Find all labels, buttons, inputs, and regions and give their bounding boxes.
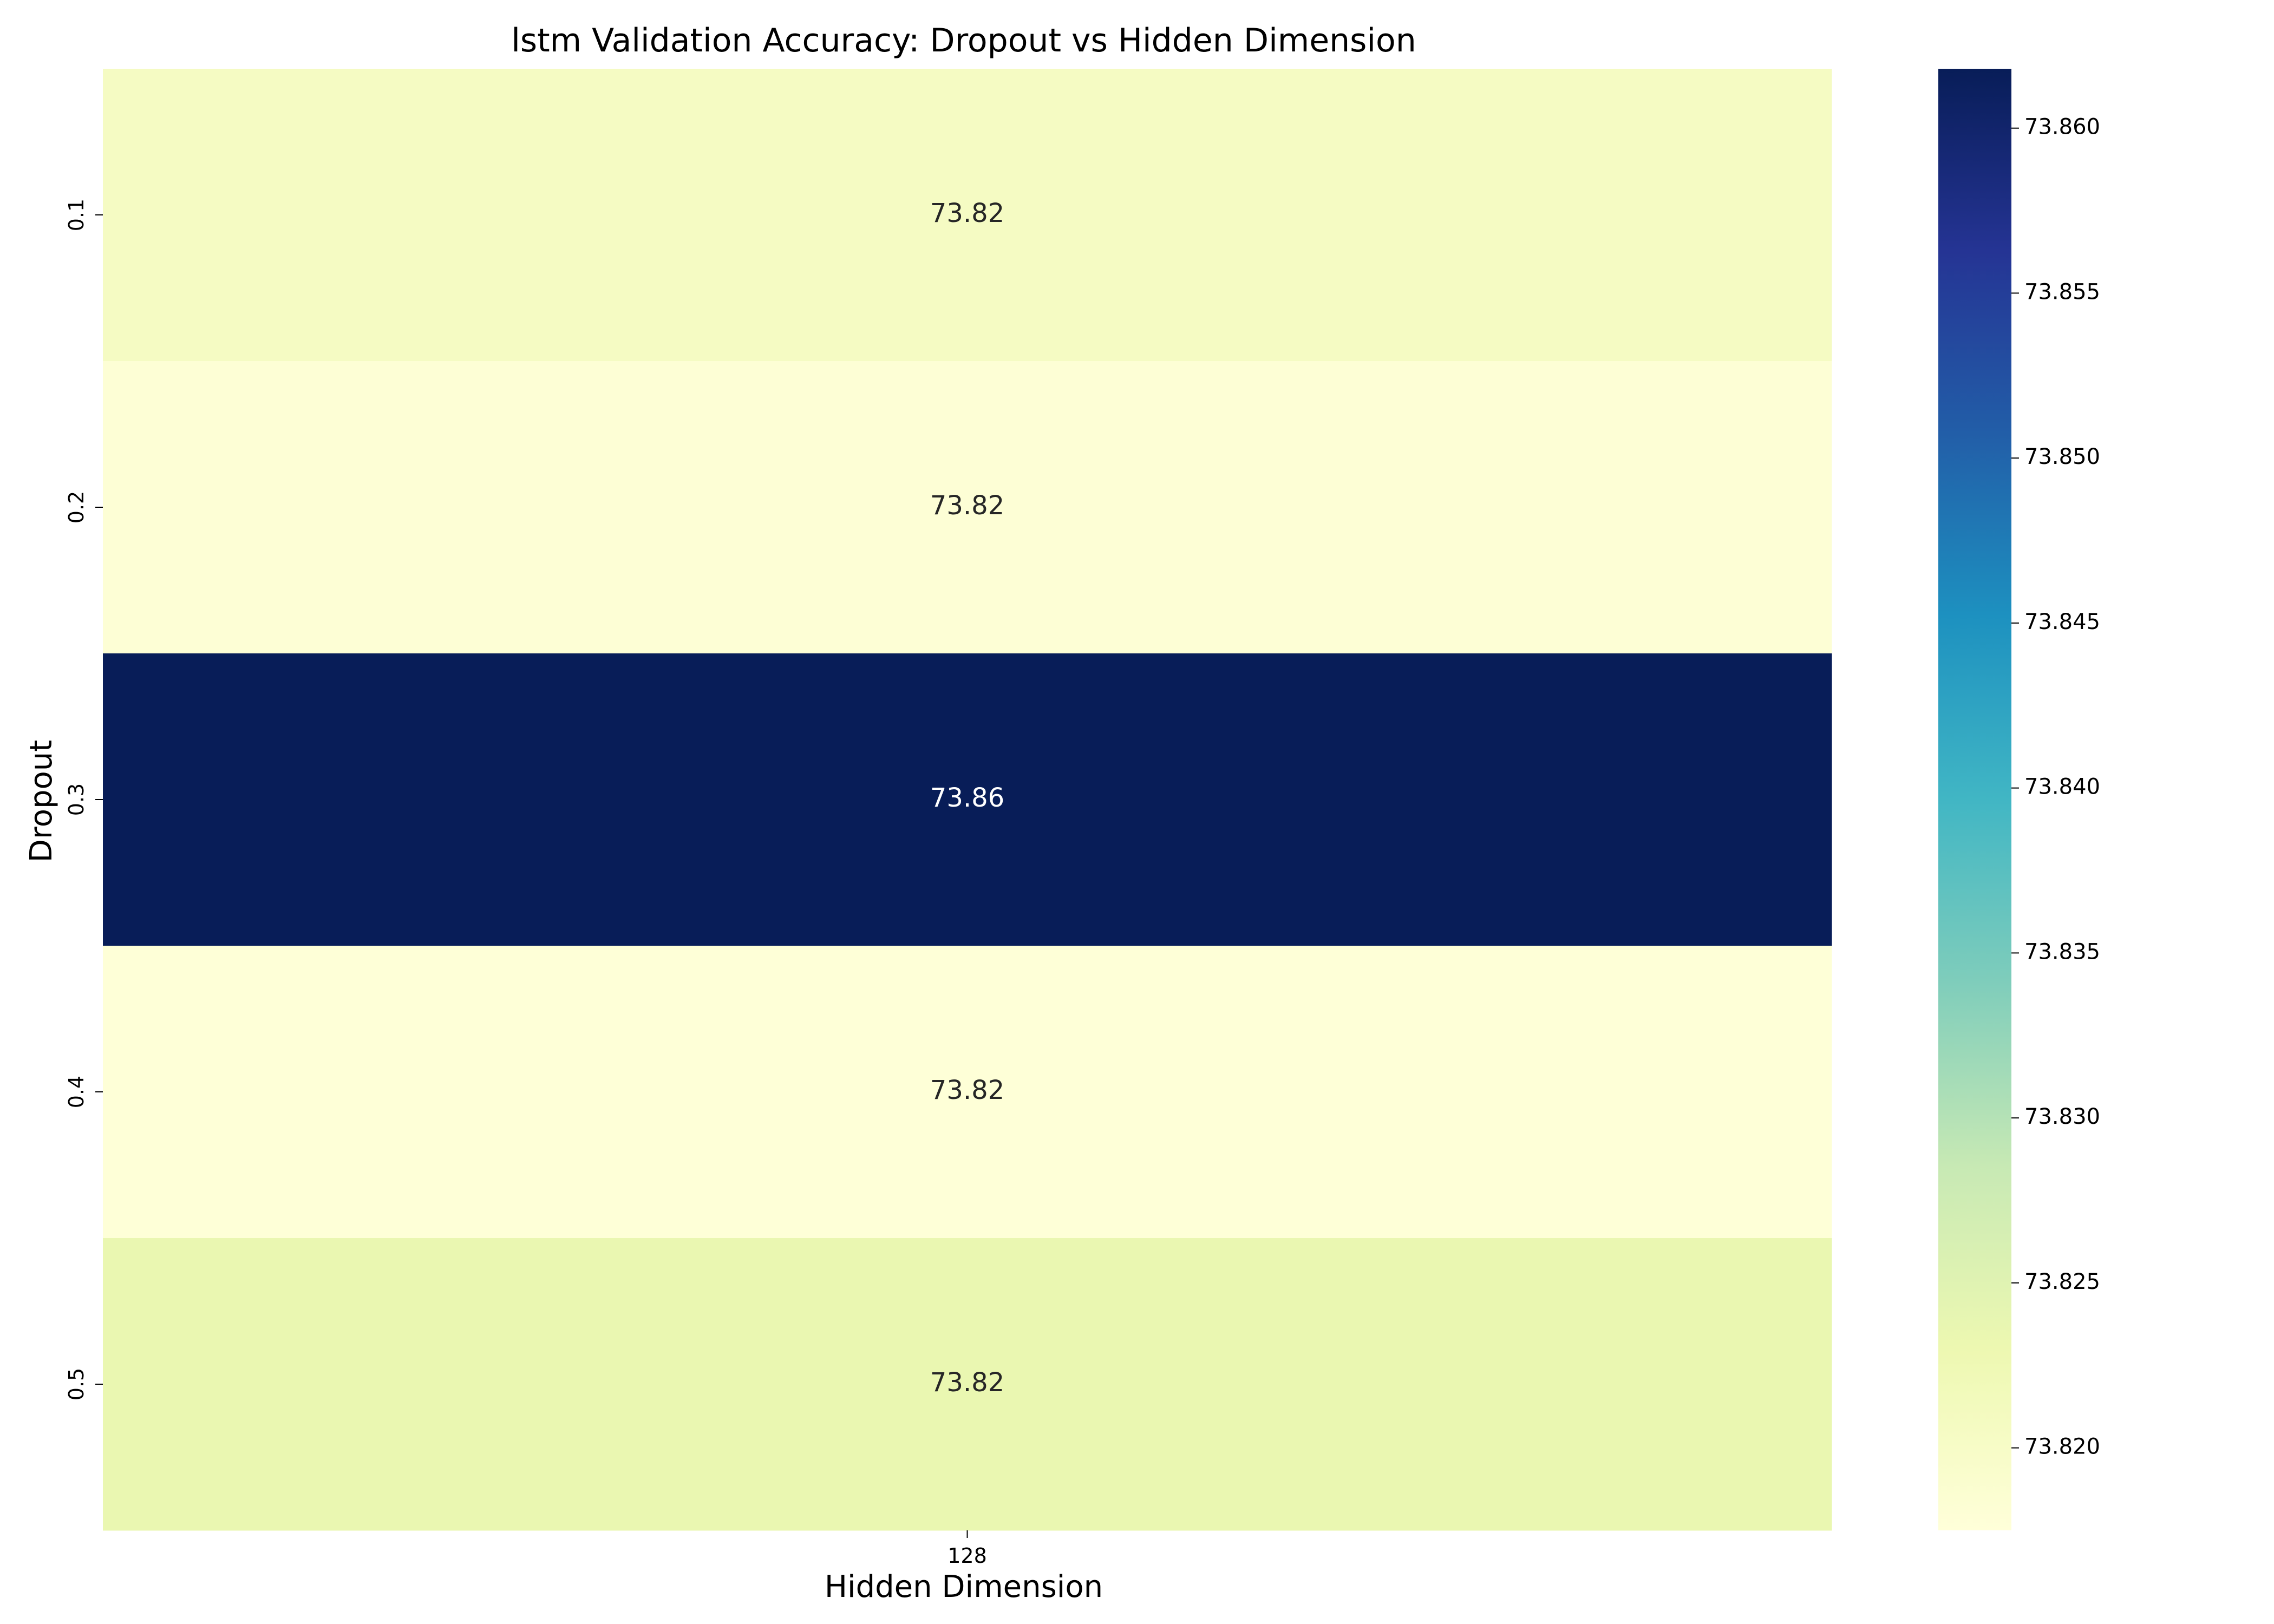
colorbar-tick-label: 73.855	[2024, 279, 2100, 304]
colorbar-tick-label: 73.845	[2024, 610, 2100, 634]
x-axis-label: Hidden Dimension	[825, 1569, 1103, 1605]
heatmap-cell-label: 73.86	[930, 783, 1004, 813]
y-tick-label: 0.4	[64, 1076, 88, 1108]
heatmap-cell	[103, 1238, 1832, 1531]
x-axis-ticks: 128	[948, 1530, 987, 1568]
y-tick-label: 0.1	[64, 199, 88, 231]
heatmap-cell-labels: 73.82 73.82 73.86 73.82 73.82	[930, 198, 1004, 1398]
colorbar	[1938, 69, 2011, 1530]
colorbar-tick-label: 73.820	[2024, 1435, 2100, 1459]
colorbar-tick-label: 73.830	[2024, 1104, 2100, 1129]
heatmap-cell	[103, 653, 1832, 946]
y-axis-label: Dropout	[24, 740, 59, 862]
heatmap-cell	[103, 946, 1832, 1239]
y-tick-label: 0.5	[64, 1368, 88, 1400]
colorbar-tick-label: 73.825	[2024, 1269, 2100, 1294]
colorbar-ticks: 73.820 73.825 73.830 73.835 73.840 73.845 73.8…	[2011, 115, 2100, 1459]
y-axis-ticks: 0.1 0.2 0.3 0.4 0.5	[64, 199, 103, 1400]
y-tick-label: 0.2	[64, 491, 88, 523]
heatmap-cell-label: 73.82	[930, 198, 1004, 228]
heatmap-cell-label: 73.82	[930, 490, 1004, 521]
colorbar-tick-label: 73.840	[2024, 775, 2100, 800]
y-tick-label: 0.3	[64, 783, 88, 816]
colorbar-tick-label: 73.835	[2024, 939, 2100, 964]
heatmap-cells	[103, 69, 1832, 1531]
heatmap-cell	[103, 69, 1832, 362]
heatmap-cell	[103, 361, 1832, 654]
colorbar-tick-label: 73.860	[2024, 115, 2100, 140]
heatmap-cell-label: 73.82	[930, 1075, 1004, 1105]
heatmap-cell-label: 73.82	[930, 1367, 1004, 1398]
chart-title: lstm Validation Accuracy: Dropout vs Hid…	[511, 22, 1416, 60]
colorbar-tick-label: 73.850	[2024, 444, 2100, 469]
x-tick-label: 128	[948, 1544, 987, 1568]
